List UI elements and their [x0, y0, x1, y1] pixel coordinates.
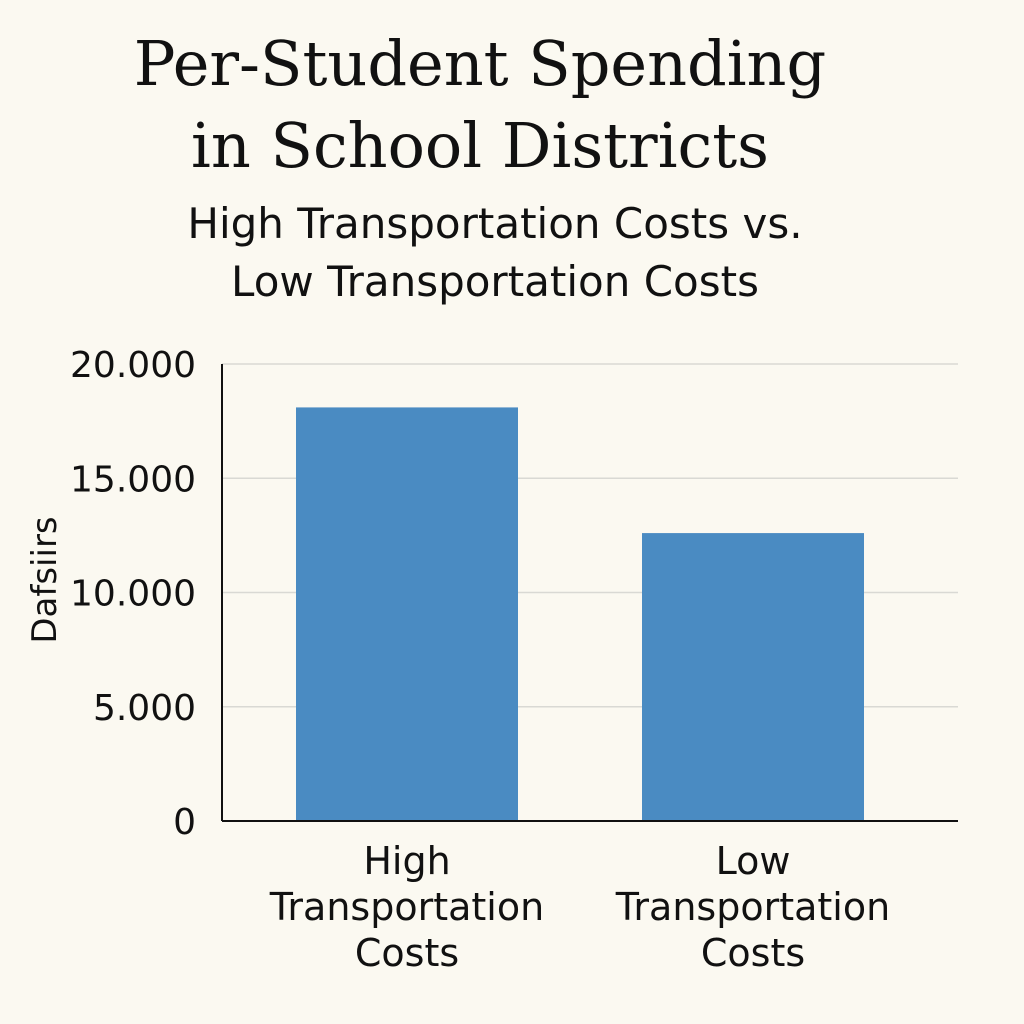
x-tick-label: Costs [701, 931, 805, 975]
x-tick-label: Low [716, 839, 791, 883]
chart-title-line-1: Per-Student Spending [133, 27, 827, 100]
y-tick-label: 0 [173, 802, 196, 843]
chart-title-line-2: in School Districts [191, 109, 769, 182]
axes [221, 364, 958, 822]
y-axis-label: Dafsiirs [25, 516, 65, 643]
x-tick-label: Transportation [615, 885, 890, 929]
x-tick-label: Costs [355, 931, 459, 975]
x-tick-label: High [363, 839, 450, 883]
y-tick-label: 10.000 [70, 574, 196, 615]
y-tick-label: 5.000 [93, 688, 196, 729]
y-tick-labels: 0 5.000 10.000 15.000 20.000 [70, 345, 196, 843]
chart-subtitle-line-2: Low Transportation Costs [231, 257, 759, 306]
x-tick-label: Transportation [269, 885, 544, 929]
bar [642, 533, 864, 821]
bar [296, 407, 518, 821]
y-tick-label: 15.000 [70, 459, 196, 500]
chart-subtitle-line-1: High Transportation Costs vs. [187, 199, 803, 248]
bars [296, 407, 864, 821]
y-tick-label: 20.000 [70, 345, 196, 386]
x-tick-labels: HighTransportationCostsLowTransportation… [269, 839, 890, 975]
